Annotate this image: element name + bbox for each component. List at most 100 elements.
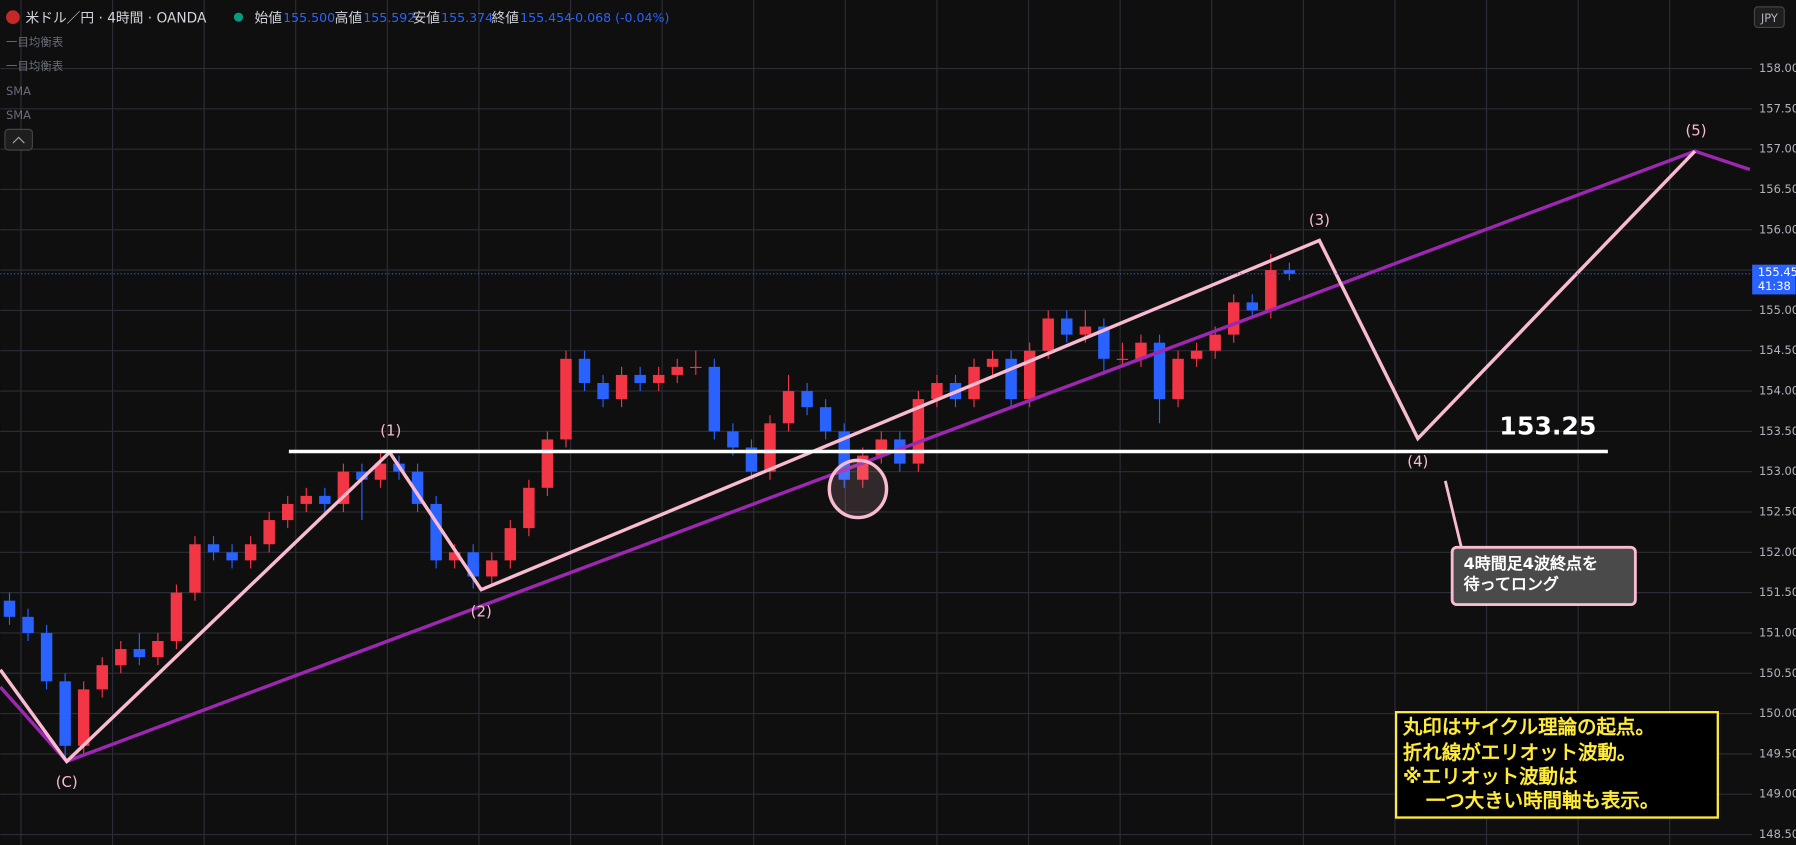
elliott-wave — [0, 149, 1697, 765]
cycle-circle — [827, 458, 889, 520]
ohlc-value: 155.500 — [283, 10, 335, 25]
candle-body — [1172, 358, 1184, 400]
wave-label: (4) — [1407, 453, 1428, 471]
wave-label: (1) — [380, 422, 401, 440]
candle-body — [690, 366, 702, 369]
y-tick-label: 148.50 — [1759, 827, 1796, 841]
candle-body — [838, 431, 850, 480]
candle-body — [374, 463, 387, 480]
candle-body — [263, 520, 275, 545]
candle-body — [931, 382, 943, 400]
candle-body — [467, 552, 479, 577]
y-tick-label: 152.00 — [1759, 545, 1796, 559]
callout-pointer — [1443, 480, 1463, 548]
y-tick-label: 157.00 — [1759, 142, 1796, 156]
candle-body — [430, 503, 442, 561]
candle-body — [3, 600, 16, 617]
candle-body — [671, 366, 683, 375]
currency-button[interactable] — [1753, 6, 1785, 29]
candle-body — [170, 592, 183, 642]
symbol: 米ドル／円 · 4時間 · OANDA — [26, 10, 207, 26]
candle-body — [875, 439, 888, 456]
note-text: 丸印はサイクル理論の起点。 — [1402, 716, 1655, 739]
y-tick-label: 156.50 — [1759, 182, 1796, 196]
y-tick-label: 154.00 — [1759, 384, 1796, 398]
candle-body — [615, 374, 628, 400]
candle-body — [634, 374, 646, 383]
candle-body — [819, 407, 832, 432]
candle-body — [1023, 350, 1036, 400]
candle-body — [59, 681, 71, 746]
candle-body — [727, 431, 739, 448]
note-text: 折れ線がエリオット波動。 — [1403, 741, 1636, 764]
candle-body — [857, 455, 869, 480]
indicator[interactable]: 一目均衡表 — [6, 59, 64, 73]
wave-label: (C) — [56, 773, 78, 791]
ohlc-value: 155.374 — [441, 10, 493, 25]
candle-body — [133, 649, 146, 658]
candle-body — [1209, 334, 1221, 351]
y-tick-label: 149.50 — [1759, 746, 1796, 760]
y-tick-label: 155.00 — [1759, 303, 1796, 317]
callout-box — [1450, 545, 1637, 606]
candle-body — [115, 649, 127, 666]
y-tick-label: 150.00 — [1759, 706, 1796, 720]
change: -0.068 (-0.04%) — [571, 10, 670, 25]
trend-line — [0, 149, 1751, 764]
vertical-grid — [20, 0, 1671, 845]
candle-body — [281, 503, 294, 521]
candle-body — [912, 399, 925, 464]
candle-body — [448, 552, 461, 561]
candle-body — [745, 447, 758, 472]
candle-body — [1190, 350, 1203, 359]
ohlc-value: 155.592 — [363, 10, 415, 25]
header: 米ドル／円 · 4時間 · OANDA 始値 155.500 高値 155.59… — [4, 6, 1785, 151]
y-tick-label: 151.50 — [1759, 585, 1796, 599]
candle-body — [1135, 342, 1147, 359]
candle-body — [96, 665, 108, 690]
candles — [3, 253, 1296, 758]
candle-body — [541, 439, 554, 488]
candle-body — [207, 544, 220, 553]
flag-icon — [6, 10, 20, 25]
candle-body — [1042, 318, 1054, 351]
ohlc-value: 155.454 — [520, 10, 572, 25]
y-tick-label: 149.00 — [1759, 787, 1796, 801]
candle-body — [1098, 326, 1110, 359]
y-tick-label: 152.50 — [1759, 504, 1796, 518]
indicator[interactable]: 一目均衡表 — [6, 35, 64, 49]
candle-body — [152, 641, 164, 658]
note-text: 一つ大きい時間軸も表示。 — [1426, 789, 1659, 812]
candle-body — [1265, 270, 1277, 311]
status-dot — [233, 12, 244, 22]
candle-body — [560, 358, 572, 440]
indicator[interactable]: SMA — [6, 108, 31, 122]
countdown: 41:38 — [1758, 279, 1791, 293]
candle-body — [782, 391, 795, 424]
y-tick-label: 150.50 — [1759, 666, 1796, 680]
candle-body — [578, 358, 591, 383]
candle-body — [319, 495, 331, 504]
y-tick-label: 153.00 — [1759, 464, 1796, 478]
y-tick-label: 154.50 — [1759, 343, 1796, 357]
candle-body — [337, 471, 350, 504]
indicator[interactable]: SMA — [6, 84, 31, 98]
price-tag — [1752, 264, 1796, 295]
candle-body — [189, 544, 201, 593]
note-text: ※エリオット波動は — [1403, 765, 1578, 788]
candle-body — [486, 560, 498, 577]
candle-body — [1246, 302, 1258, 311]
ohlc-label: 安値 — [413, 10, 441, 26]
candle-body — [708, 366, 721, 432]
y-tick-label: 153.50 — [1759, 424, 1796, 438]
wave-label: (3) — [1309, 211, 1330, 229]
note-box — [1394, 711, 1719, 819]
callout-text: 待ってロング — [1464, 575, 1559, 594]
collapse-button[interactable] — [4, 128, 33, 151]
wave-labels: (C) (1) (2) (3) (4) (5) — [56, 122, 1707, 791]
candle-body — [1079, 326, 1092, 335]
candle-body — [1061, 318, 1073, 335]
level-label: 153.25 — [1499, 411, 1596, 440]
